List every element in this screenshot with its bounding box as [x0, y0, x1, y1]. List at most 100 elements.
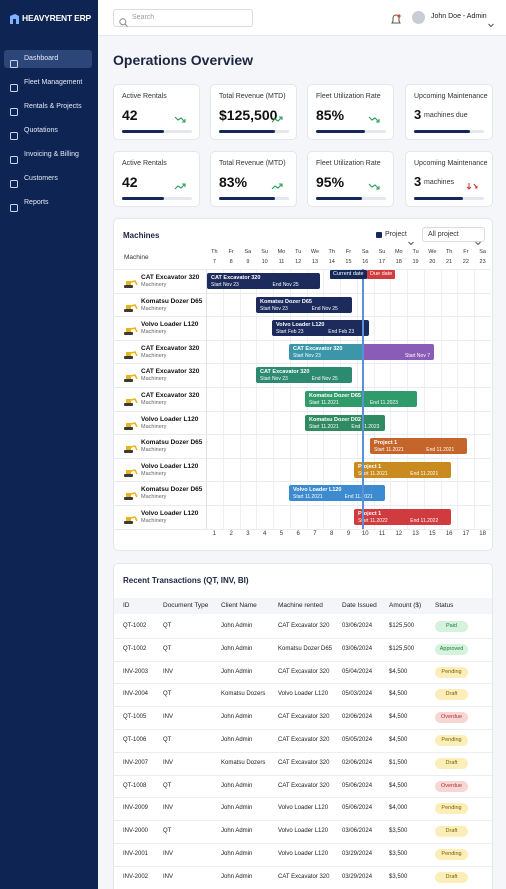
trend-icon [271, 178, 283, 196]
gantt-bar[interactable]: Project 1 Start 11.2021 End 11.2021 [354, 461, 451, 485]
trend-icon [174, 178, 186, 196]
gantt-bar[interactable]: Komatsu Dozer D65 Start Nov 23 End Nov 25 [256, 296, 352, 320]
row-line [114, 481, 491, 483]
nav-icon [10, 55, 18, 73]
chevron-part [408, 241, 414, 246]
gantt-bar[interactable]: Komatsu Dozer D02 Start 11.2021 End 11.202… [305, 414, 385, 438]
grid-col [440, 269, 442, 529]
nav-item[interactable]: Customers [4, 170, 92, 188]
logo: HEAVYRENT ERP [22, 13, 92, 23]
status-badge: Overdue [435, 712, 468, 724]
table-cell: John Admin [221, 873, 253, 880]
nav-item[interactable]: Dashboard [4, 50, 92, 68]
weekday-label: Sa [361, 249, 369, 255]
trend-icon-part [271, 183, 283, 190]
kpi-note: machines due [424, 112, 468, 119]
kpi-label: Upcoming Maintenance [414, 160, 488, 167]
table-cell: John Admin [221, 714, 253, 721]
table-cell: $4,000 [389, 805, 408, 812]
machine-thumb-part [124, 280, 138, 288]
trend-icon-part [376, 119, 380, 123]
machine-thumb [123, 512, 138, 530]
search-box[interactable]: Search [113, 9, 253, 27]
nav-icon [10, 103, 18, 121]
legend-label[interactable]: Project [385, 231, 407, 238]
progress-fill [122, 197, 164, 200]
status-badge: Paid [435, 621, 468, 632]
gantt-bar[interactable]: CAT Excavator 320 Start Nov 23 Start Nov 7 [289, 343, 434, 360]
status-badge: Pending [435, 735, 468, 746]
bar-start: Start Nov 23 [260, 376, 288, 383]
trend-icon-part [174, 183, 186, 190]
user-menu[interactable]: John Doe - Admin [412, 10, 497, 28]
gantt-bar[interactable]: Komatsu Dozer D65 Start 11.2021 End 11.202… [305, 391, 417, 414]
trend-icon-part [466, 183, 478, 190]
table-cell: QT-1008 [123, 782, 147, 789]
gantt-bar[interactable]: Volvo Loader L120 Start Feb 23 End Feb 23 [272, 320, 369, 343]
table-cell: QT-1002 [123, 623, 147, 629]
table-cell: INV [163, 759, 174, 766]
bar-start: Start Nov 23 [260, 305, 288, 312]
gantt-bar[interactable]: CAT Excavator 320 Start Nov 23 End Nov 25 [207, 273, 320, 296]
machine-thumb-part [130, 468, 138, 475]
machine-type: Machinery [141, 518, 167, 524]
weekday-label: Th [445, 249, 453, 255]
machine-thumb-part [124, 374, 138, 383]
table-header [114, 598, 492, 614]
nav-label: Quotations [24, 127, 58, 134]
table-cell: QT [163, 828, 172, 835]
weekday-label: Mo [394, 249, 403, 255]
trend-icon [174, 111, 186, 129]
row-line [114, 820, 492, 822]
table-cell: 03/29/2024 [342, 873, 373, 880]
grid-col [273, 269, 275, 529]
nav-item[interactable]: Invoicing & Billing [4, 146, 92, 164]
machine-thumb-part [124, 350, 138, 359]
table-cell: QT-1005 [123, 714, 147, 721]
kpi-note: machines [424, 179, 454, 186]
gantt-bar[interactable]: Volvo Loader L120 Start 11.2021 End 11.202… [289, 485, 385, 509]
machine-thumb-part [124, 450, 133, 454]
table-cell: INV [163, 714, 174, 721]
table-cell: John Admin [221, 782, 253, 789]
kpi-card: Total Revenue (MTD) $125,500 [210, 84, 297, 140]
grid-col [423, 269, 425, 529]
machine-name: CAT Excavator 320 [141, 344, 200, 352]
gantt-bar[interactable]: CAT Excavator 320 Start Nov 23 End Nov 25 [256, 367, 352, 391]
table-cell: QT [163, 623, 172, 629]
table-cell: INV-2001 [123, 851, 149, 857]
nav-icon-part [10, 84, 18, 92]
date-label: 13 [311, 259, 319, 265]
bar-end: End Nov 25 [272, 282, 299, 288]
day-number: 8 [330, 531, 334, 537]
table-cell: John Admin [221, 805, 253, 812]
row-line [114, 528, 491, 530]
trend-icon-part [368, 116, 380, 123]
gantt-bar[interactable]: Project 1 Start 11.2022 End 11.2022 [354, 509, 451, 532]
nav-item[interactable]: Reports [4, 194, 92, 212]
machine-name: Volvo Loader L120 [141, 321, 199, 329]
trend-icon-part [279, 116, 283, 120]
machine-thumb-part [124, 516, 138, 524]
table-cell: 03/06/2024 [342, 623, 373, 629]
nav-item[interactable]: Rentals & Projects [4, 98, 92, 116]
date-label: 23 [479, 259, 486, 265]
filter-dropdown[interactable]: All project [422, 227, 485, 246]
machine-thumb-part [130, 350, 138, 357]
bar-start: Start 11.2021 [374, 447, 404, 454]
machine-thumb-part [130, 398, 138, 404]
gantt-bar[interactable]: Project 1 Start 11.2021 End 11.2021 [370, 438, 467, 461]
row-line [114, 706, 492, 708]
date-label: 12 [295, 259, 302, 265]
machine-thumb-part [130, 303, 138, 309]
logo-icon-part [10, 14, 19, 24]
machine-thumb-part [124, 303, 138, 312]
row-line [114, 843, 492, 844]
table-cell: 03/29/2024 [342, 851, 373, 857]
nav-item[interactable]: Quotations [4, 122, 92, 140]
machine-thumb-part [124, 398, 138, 406]
progress-fill [122, 130, 164, 133]
nav-item[interactable]: Fleet Management [4, 74, 92, 92]
nav-icon-part [10, 156, 18, 164]
nav-icon-part [10, 204, 18, 212]
